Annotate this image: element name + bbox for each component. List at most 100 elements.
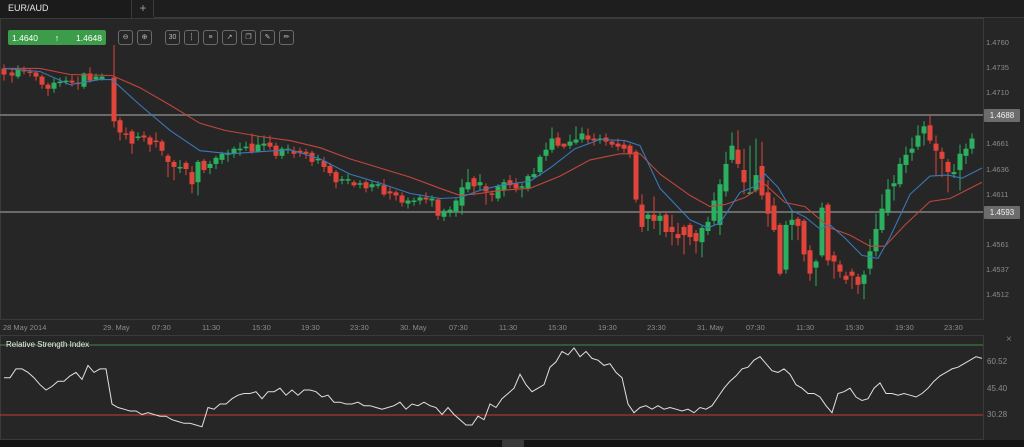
- copy-icon: ❐: [245, 34, 252, 41]
- candle-bull: [441, 210, 447, 217]
- candle-bull: [519, 186, 525, 188]
- candle-bear: [807, 250, 813, 274]
- candle-bear: [321, 160, 327, 167]
- candle-bull: [213, 157, 219, 164]
- candle-bear: [693, 233, 699, 242]
- candle-bull: [453, 200, 459, 212]
- time-axis-label: 23:30: [647, 323, 666, 332]
- candle-bear: [837, 264, 843, 272]
- candle-bull: [279, 148, 285, 156]
- candle-bear: [651, 214, 657, 221]
- candle-bull: [339, 179, 345, 181]
- timeframe-button[interactable]: 30: [165, 30, 180, 45]
- candle-bull: [15, 69, 21, 77]
- candle-bear: [609, 141, 615, 145]
- rsi-axis-label: 60.52: [987, 357, 1008, 366]
- ma-slow-line: [4, 67, 983, 247]
- price-axis-label: 1.4735: [986, 63, 1009, 72]
- candle-bear: [927, 125, 933, 141]
- rsi-axis-label: 30.28: [987, 410, 1008, 419]
- price-axis-label: 1.4611: [986, 190, 1009, 199]
- time-axis-label: 31. May: [697, 323, 724, 332]
- candle-bull: [57, 81, 63, 84]
- candle-bull: [885, 189, 891, 213]
- candle-bear: [945, 161, 951, 173]
- candle-bear: [633, 151, 639, 200]
- candle-bull: [861, 274, 867, 284]
- close-rsi-icon[interactable]: ×: [1006, 334, 1012, 345]
- panel-resize-handle[interactable]: [502, 440, 524, 447]
- edit-button[interactable]: ✎: [260, 30, 275, 45]
- time-axis-label: 11:30: [499, 323, 518, 332]
- candle-bear: [765, 192, 771, 214]
- candle-bull: [543, 149, 549, 156]
- zoom-in-icon: ⊕: [141, 34, 148, 41]
- candle-bear: [681, 226, 687, 236]
- candle-bear: [303, 151, 309, 154]
- rsi-frame: [0, 335, 984, 440]
- bid-price: 1.4640: [12, 32, 38, 43]
- quote-box[interactable]: 1.4640 ↑ 1.4648: [8, 30, 106, 45]
- candle-bull: [909, 148, 915, 153]
- draw-button[interactable]: ✏: [279, 30, 294, 45]
- price-badge-upper: 1.4688: [984, 109, 1020, 122]
- candle-bull: [375, 184, 381, 186]
- zoom-in-button[interactable]: ⊕: [137, 30, 152, 45]
- candle-bull: [207, 163, 213, 168]
- candle-bull: [747, 192, 753, 194]
- candle-bear: [9, 72, 15, 76]
- time-axis-label: 07:30: [746, 323, 765, 332]
- candle-bear: [759, 165, 765, 196]
- candle-bull: [477, 182, 483, 186]
- candle-bull: [891, 183, 897, 187]
- candle-bull: [255, 144, 261, 152]
- candle-bear: [933, 143, 939, 151]
- price-axis-label: 1.4561: [986, 240, 1009, 249]
- candle-bear: [333, 172, 339, 183]
- chart-type-button[interactable]: ┆: [184, 30, 199, 45]
- candle-bull: [897, 163, 903, 185]
- candle-bear: [507, 180, 513, 186]
- candlestick-icon: ┆: [189, 34, 194, 41]
- candle-bear: [399, 195, 405, 203]
- candle-bear: [165, 155, 171, 162]
- candle-bull: [357, 183, 363, 185]
- candle-bull: [699, 227, 705, 243]
- candle-bull: [447, 209, 453, 213]
- candle-bull: [177, 166, 183, 169]
- candle-bear: [591, 138, 597, 141]
- candle-bull: [573, 139, 579, 143]
- ask-price: 1.4648: [76, 32, 102, 43]
- candle-bear: [735, 149, 741, 164]
- candle-bear: [561, 143, 567, 147]
- candle-bear: [291, 150, 297, 154]
- candle-bull: [645, 214, 651, 219]
- trend-button[interactable]: ↗: [222, 30, 237, 45]
- candle-bull: [951, 172, 957, 175]
- candle-bull: [99, 76, 105, 80]
- candle-bull: [969, 138, 975, 149]
- tab-bar: EUR/AUD +: [0, 0, 1024, 18]
- zoom-out-button[interactable]: ⊖: [118, 30, 133, 45]
- candle-bear: [267, 142, 273, 147]
- candle-bull: [819, 207, 825, 256]
- copy-button[interactable]: ❐: [241, 30, 256, 45]
- candle-bear: [387, 191, 393, 194]
- candle-bear: [27, 71, 33, 73]
- candle-bull: [495, 186, 501, 199]
- add-tab-button[interactable]: +: [133, 0, 154, 17]
- indicators-button[interactable]: ≡: [203, 30, 218, 45]
- candle-bear: [471, 178, 477, 187]
- candle-bull: [813, 261, 819, 268]
- tab-eur-aud[interactable]: EUR/AUD: [0, 0, 132, 18]
- divider: [154, 17, 1024, 18]
- candle-bear: [771, 205, 777, 230]
- zoom-out-icon: ⊖: [122, 34, 129, 41]
- candle-bull: [195, 161, 201, 183]
- candle-bear: [189, 172, 195, 185]
- price-chart-frame: [0, 18, 984, 320]
- candle-bull: [231, 148, 237, 154]
- time-axis-label: 07:30: [152, 323, 171, 332]
- arrow-up-icon: ↑: [54, 32, 60, 43]
